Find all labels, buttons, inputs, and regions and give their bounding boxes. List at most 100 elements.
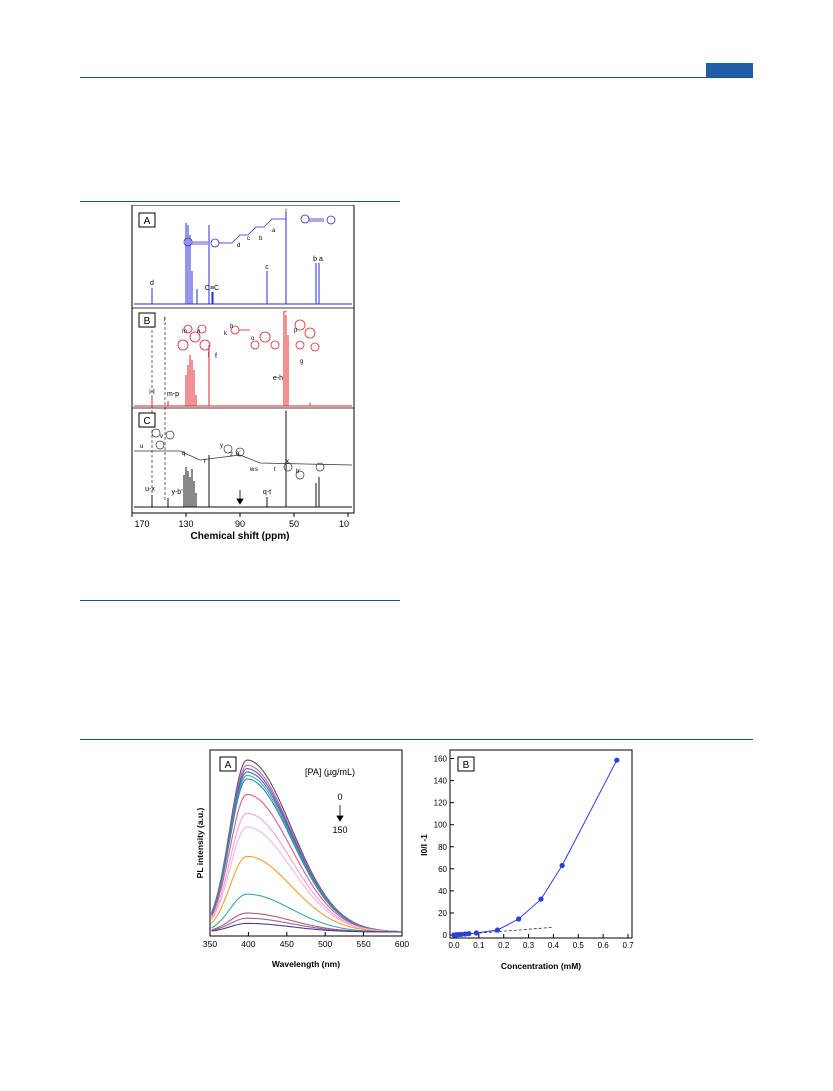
sv-x-tick-0.5: 0.5 (573, 941, 585, 950)
spectrum-c-arrow (236, 490, 244, 505)
figure2-top-rule (80, 739, 753, 740)
sv-y-tick-80: 80 (438, 843, 447, 852)
solvent-mark-c: * (285, 410, 288, 417)
nmr-frame (131, 205, 355, 514)
pl-curve-3 (210, 771, 402, 933)
nmr-x-tick-170: 170 (134, 519, 149, 529)
sv-y-tick-160: 160 (434, 755, 448, 764)
structure-b-letter-i: i (164, 317, 165, 323)
nmr-x-tick-90: 90 (235, 519, 245, 529)
pl-curve-7 (211, 812, 402, 933)
structure-c-letter-x: x (286, 459, 289, 465)
sv-x-tick-0.6: 0.6 (598, 941, 610, 950)
svg-text:B: B (463, 760, 470, 771)
structure-c-letter-z: z (230, 452, 233, 458)
pl-x-tick-400: 400 (241, 939, 255, 949)
structure-a-letter-d: d (237, 243, 240, 249)
pl-x-tick-550: 550 (357, 939, 371, 949)
pl-x-tick-600: 600 (395, 939, 409, 949)
pl-curve-9 (211, 855, 402, 933)
sv-y-axis-label: I0/I -1 (419, 834, 429, 856)
structure-a-letter-b: b (259, 236, 263, 242)
sv-x-tick-0.4: 0.4 (548, 941, 560, 950)
pl-plot-frame (209, 749, 403, 937)
structure-c-letter-w: w (249, 467, 255, 473)
structure-c-letter-v: v (160, 434, 163, 440)
nmr-x-axis (131, 513, 349, 517)
sv-y-tick-120: 120 (434, 799, 448, 808)
tag-b-f: f (215, 353, 217, 360)
structure-c-letter-t: t (274, 467, 276, 473)
sv-point-10 (559, 862, 565, 869)
solvent-mark-b: * (285, 310, 288, 317)
structure-b (177, 319, 320, 352)
nmr-x-tick-130: 130 (178, 519, 193, 529)
sv-y-tick-140: 140 (434, 777, 448, 786)
header-rule (80, 77, 753, 78)
panel-label-a: A (138, 212, 156, 228)
structure-c-letter-r: r (204, 459, 206, 465)
sv-x-tick-0.7: 0.7 (622, 941, 634, 950)
sv-point-5 (466, 931, 472, 937)
sv-axes: 0.0 0.1 0.2 0.3 0.4 0.5 0.6 0.7 0 20 40 60 80 100 120 1… (434, 755, 634, 950)
pl-x-tick-500: 500 (318, 939, 332, 949)
structure-c-letter-y: y (220, 443, 223, 449)
pl-legend-start: 0 (337, 792, 342, 802)
nmr-figure: A B C * d C≡C c b a a b c d (131, 205, 355, 542)
sv-series-line (453, 759, 618, 936)
structure-c (134, 428, 353, 480)
sv-point-6 (473, 930, 479, 936)
pl-legend-title: [PA] (µg/mL) (305, 767, 355, 777)
tag-b-eh: e-h (273, 375, 283, 382)
tag-a-triple-bond: C≡C (205, 285, 219, 292)
structure-c-letter-s: s (255, 467, 258, 473)
sv-point-4 (462, 931, 468, 937)
panel-label-c: C (138, 412, 156, 428)
structure-a-letter-a: a (272, 228, 276, 234)
svg-text:A: A (144, 216, 151, 227)
sv-x-tick-0.3: 0.3 (523, 941, 535, 950)
structure-b-letter-m: m (182, 329, 187, 335)
pl-curves (210, 759, 403, 933)
pl-x-tick-350: 350 (203, 939, 217, 949)
tag-c-yb: y-b' (171, 489, 182, 496)
tag-a-ba: b a (313, 256, 323, 263)
pl-curve-5 (210, 778, 402, 933)
nmr-x-axis-label: Chemical shift (ppm) (191, 531, 290, 542)
svg-text:C: C (143, 416, 150, 427)
svg-text:A: A (225, 760, 232, 771)
solvent-mark-a: * (285, 208, 288, 215)
sv-y-tick-0: 0 (443, 931, 448, 940)
sv-plot-frame (449, 749, 633, 939)
pl-spectra-chart: A [PA] (µg/mL) 0 150 350 400 450 500 550 600 … (195, 749, 409, 969)
sv-point-7 (494, 927, 501, 933)
sv-point-3 (458, 931, 465, 937)
sv-x-tick-0.1: 0.1 (473, 941, 485, 950)
structure-b-letter-k: k (224, 331, 228, 337)
pl-y-axis-label: PL intensity (a.u.) (195, 807, 205, 878)
pl-legend-arrow (336, 805, 344, 822)
tag-c-qt: q-t (263, 489, 271, 496)
sv-y-tick-100: 100 (434, 821, 448, 830)
figure1-bottom-rule (80, 600, 400, 601)
panel-label-b: B (138, 312, 156, 328)
spectrum-b (134, 311, 352, 407)
structure-c-letter-bprime: b' (296, 469, 300, 475)
nmr-x-tick-10: 10 (339, 519, 349, 529)
pl-x-tick-450: 450 (280, 939, 294, 949)
structure-c-letter-aprime: a' (236, 451, 240, 457)
sv-x-axis-label: Concentration (mM) (501, 961, 581, 971)
structure-b-letter-p: p (294, 328, 298, 334)
figure1-top-rule (80, 201, 400, 202)
sv-x-tick-0.0: 0.0 (448, 941, 460, 950)
structure-b-letter-h: h (230, 324, 233, 330)
pl-x-ticks: 350 400 450 500 550 600 (203, 932, 409, 949)
pl-curve-13 (211, 922, 402, 933)
pl-legend-end: 150 (332, 825, 347, 835)
structure-b-letter-o: o (251, 336, 255, 342)
sv-y-tick-40: 40 (438, 887, 447, 896)
pl-x-axis-label: Wavelength (nm) (272, 959, 340, 969)
sv-y-tick-20: 20 (438, 909, 447, 918)
pl-curve-2 (210, 768, 402, 933)
journal-tab-marker (706, 63, 753, 77)
